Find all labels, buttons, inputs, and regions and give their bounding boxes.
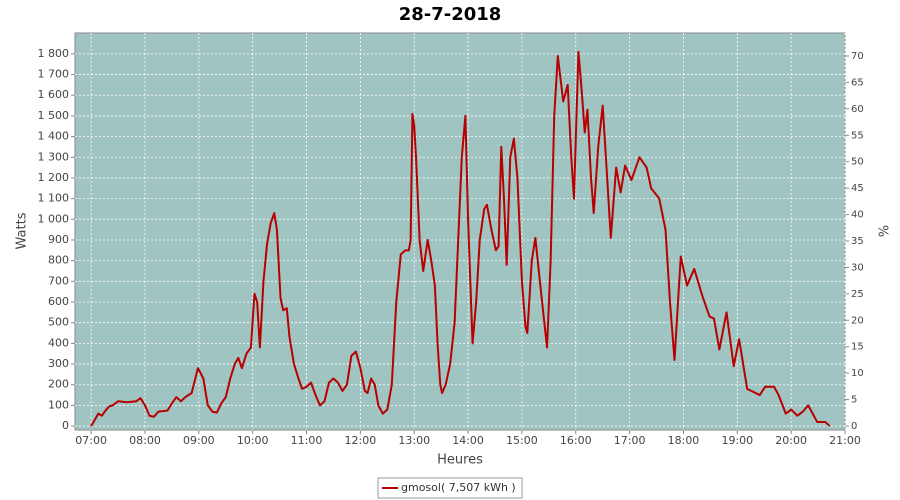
y-tick-label: 800 (48, 254, 69, 267)
x-tick-label: 10:00 (237, 434, 269, 447)
x-tick-label: 21:00 (829, 434, 861, 447)
x-tick-label: 17:00 (614, 434, 646, 447)
y2-axis-label: % (875, 225, 890, 237)
y2-tick-label: 55 (851, 130, 864, 141)
y2-tick-label: 40 (851, 210, 864, 221)
x-tick-label: 20:00 (775, 434, 807, 447)
y-axis-label: Watts (15, 212, 30, 249)
y2-tick-label: 20 (851, 315, 864, 326)
y-tick-label: 1 600 (38, 88, 70, 101)
x-tick-label: 13:00 (398, 434, 430, 447)
y-tick-label: 1 500 (38, 109, 70, 122)
chart-title: 28-7-2018 (399, 4, 502, 25)
legend-label: gmosol( 7,507 kWh ) (401, 481, 516, 494)
y-tick-label: 700 (48, 274, 69, 287)
y-tick-label: 1 800 (38, 47, 70, 60)
x-tick-label: 11:00 (291, 434, 323, 447)
y-tick-label: 600 (48, 295, 69, 308)
y2-tick-label: 70 (851, 51, 864, 62)
y-tick-label: 1 700 (38, 68, 70, 81)
x-tick-label: 15:00 (506, 434, 538, 447)
y2-tick-label: 5 (851, 395, 857, 406)
x-tick-label: 09:00 (183, 434, 215, 447)
y-tick-label: 1 400 (38, 130, 70, 143)
y2-tick-label: 50 (851, 157, 864, 168)
legend (377, 477, 523, 499)
y-tick-label: 1 200 (38, 171, 70, 184)
y2-tick-label: 35 (851, 236, 864, 247)
y-tick-label: 100 (48, 398, 69, 411)
y2-tick-label: 10 (851, 368, 864, 379)
y2-tick-label: 30 (851, 262, 864, 273)
x-tick-label: 12:00 (345, 434, 377, 447)
y-tick-label: 300 (48, 357, 69, 370)
data-line (90, 50, 831, 427)
y2-tick-label: 45 (851, 183, 864, 194)
y2-tick-label: 65 (851, 77, 864, 88)
y-tick-label: 1 100 (38, 192, 70, 205)
y2-tick-label: 0 (851, 421, 857, 432)
y2-tick-label: 25 (851, 289, 864, 300)
y-tick-label: 1 000 (38, 212, 70, 225)
y-tick-label: 400 (48, 336, 69, 349)
x-tick-label: 19:00 (721, 434, 753, 447)
x-axis-label: Heures (437, 453, 483, 468)
y2-tick-label: 60 (851, 104, 864, 115)
y-tick-label: 1 300 (38, 150, 70, 163)
y-tick-label: 0 (62, 419, 69, 432)
y-tick-label: 900 (48, 233, 69, 246)
y-tick-label: 200 (48, 378, 69, 391)
plot-area (74, 32, 846, 431)
x-tick-label: 08:00 (129, 434, 161, 447)
y2-tick-label: 15 (851, 342, 864, 353)
x-tick-label: 16:00 (560, 434, 592, 447)
x-tick-label: 14:00 (452, 434, 484, 447)
y-tick-label: 500 (48, 316, 69, 329)
x-tick-label: 18:00 (668, 434, 700, 447)
x-tick-label: 07:00 (75, 434, 107, 447)
